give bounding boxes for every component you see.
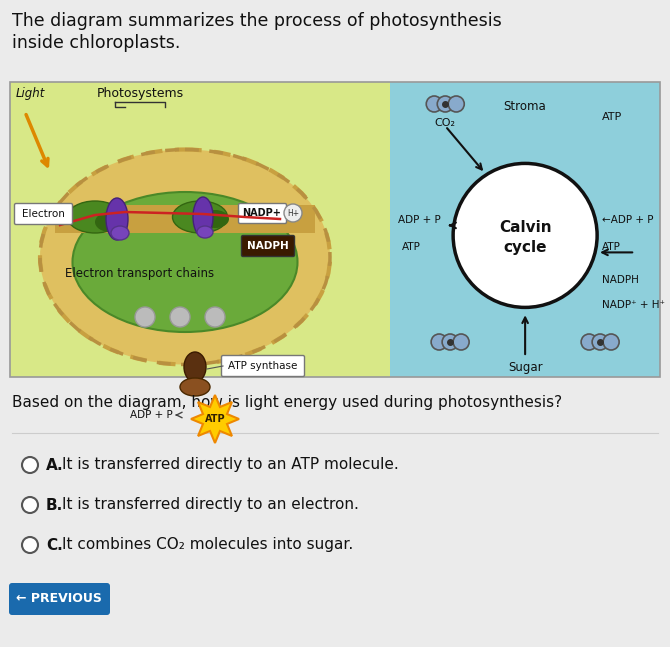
Text: ADP + P: ADP + P: [130, 410, 173, 420]
Ellipse shape: [68, 201, 123, 233]
Circle shape: [426, 96, 442, 112]
Text: NADPH: NADPH: [247, 241, 289, 251]
Circle shape: [170, 307, 190, 327]
Text: ATP: ATP: [602, 243, 621, 252]
Ellipse shape: [95, 212, 125, 232]
Text: H+: H+: [287, 208, 299, 217]
Text: ATP synthase: ATP synthase: [228, 361, 297, 371]
Bar: [390, 82, 660, 377]
Text: It is transferred directly to an electron.: It is transferred directly to an electro…: [62, 498, 359, 512]
Circle shape: [438, 96, 453, 112]
Ellipse shape: [180, 378, 210, 396]
FancyBboxPatch shape: [15, 204, 72, 225]
Text: The diagram summarizes the process of photosynthesis: The diagram summarizes the process of ph…: [12, 12, 502, 30]
Text: C.: C.: [46, 538, 63, 553]
Ellipse shape: [40, 149, 330, 364]
Text: NADPH: NADPH: [602, 276, 639, 285]
Text: ADP + P: ADP + P: [398, 215, 441, 225]
Text: A.: A.: [46, 457, 64, 472]
Ellipse shape: [184, 352, 206, 382]
Text: ATP: ATP: [402, 243, 421, 252]
Ellipse shape: [193, 197, 213, 237]
Bar: [10, 82, 390, 377]
Text: It is transferred directly to an ATP molecule.: It is transferred directly to an ATP mol…: [62, 457, 399, 472]
Ellipse shape: [72, 192, 297, 332]
Text: NADP+: NADP+: [243, 208, 281, 218]
Text: Calvin: Calvin: [498, 220, 551, 235]
Circle shape: [284, 204, 302, 222]
Ellipse shape: [197, 226, 213, 238]
Ellipse shape: [106, 198, 128, 240]
Ellipse shape: [201, 210, 229, 228]
Bar: [10, 82, 660, 377]
Circle shape: [205, 307, 225, 327]
Bar: [55, 205, 315, 233]
Text: B.: B.: [46, 498, 63, 512]
Text: cycle: cycle: [503, 240, 547, 255]
Text: ←ADP + P: ←ADP + P: [602, 215, 654, 225]
Text: Electron transport chains: Electron transport chains: [65, 267, 214, 280]
Circle shape: [431, 334, 447, 350]
Text: It combines CO₂ molecules into sugar.: It combines CO₂ molecules into sugar.: [62, 538, 353, 553]
Ellipse shape: [172, 201, 228, 233]
Text: Based on the diagram, how is light energy used during photosynthesis?: Based on the diagram, how is light energ…: [12, 395, 562, 410]
Text: Electron: Electron: [21, 209, 64, 219]
Text: Sugar: Sugar: [508, 360, 543, 373]
Text: ATP: ATP: [602, 112, 622, 122]
Ellipse shape: [111, 226, 129, 240]
Circle shape: [448, 96, 464, 112]
Text: CO₂: CO₂: [435, 118, 456, 128]
Circle shape: [453, 164, 597, 307]
FancyBboxPatch shape: [9, 583, 110, 615]
Circle shape: [581, 334, 597, 350]
Text: Stroma: Stroma: [503, 100, 546, 113]
Circle shape: [22, 457, 38, 473]
Text: inside chloroplasts.: inside chloroplasts.: [12, 34, 180, 52]
FancyBboxPatch shape: [241, 236, 295, 256]
Text: ATP: ATP: [205, 414, 225, 424]
FancyBboxPatch shape: [222, 355, 304, 377]
Circle shape: [22, 537, 38, 553]
FancyBboxPatch shape: [239, 204, 287, 223]
Text: ← PREVIOUS: ← PREVIOUS: [16, 593, 102, 606]
Circle shape: [22, 497, 38, 513]
Circle shape: [135, 307, 155, 327]
Text: NADP⁺ + H⁺: NADP⁺ + H⁺: [602, 300, 665, 311]
Text: Photosystems: Photosystems: [96, 87, 184, 100]
Text: Light: Light: [16, 87, 46, 100]
Circle shape: [453, 334, 469, 350]
Circle shape: [592, 334, 608, 350]
Circle shape: [603, 334, 619, 350]
Circle shape: [442, 334, 458, 350]
Polygon shape: [191, 395, 239, 443]
